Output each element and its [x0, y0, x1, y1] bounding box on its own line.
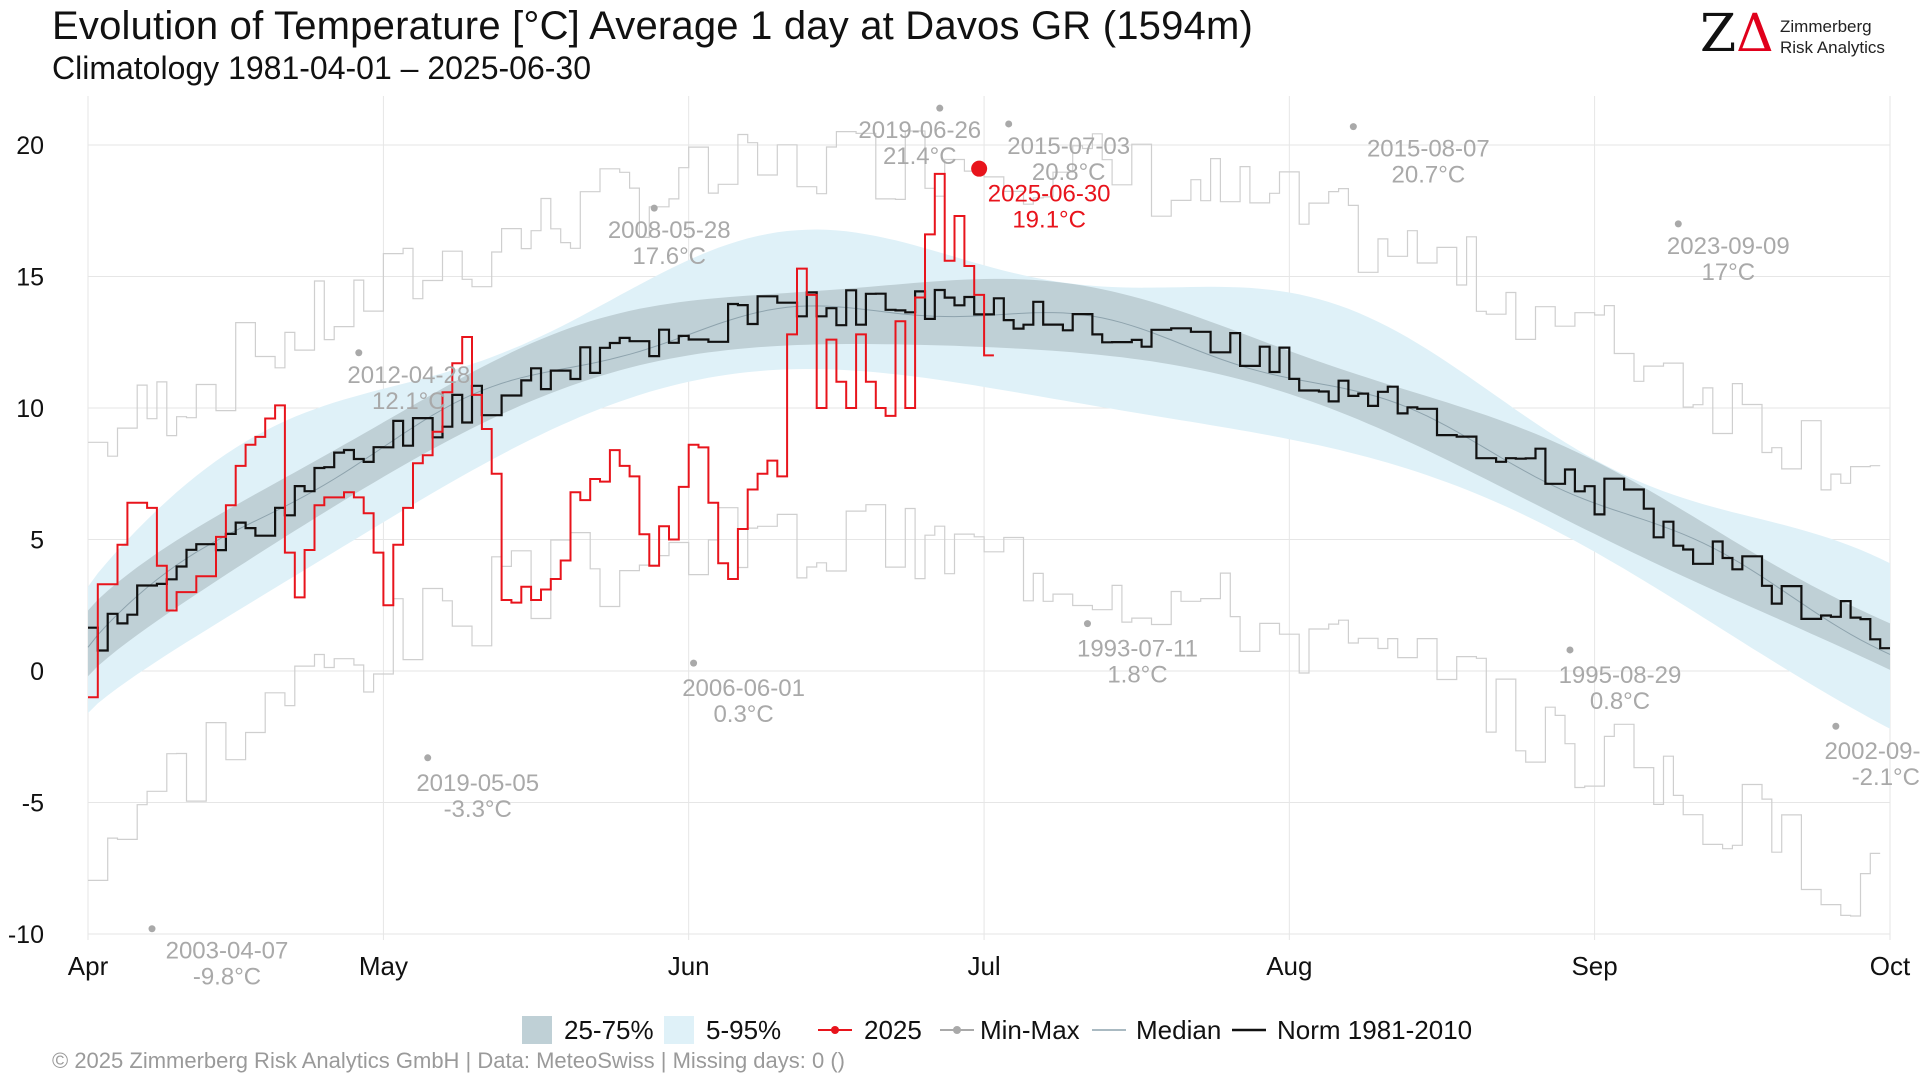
annotation-value: -3.3°C [444, 796, 512, 823]
y-tick-label: -5 [22, 790, 44, 818]
x-tick-label: Jun [668, 951, 710, 981]
extreme-point [1083, 620, 1091, 628]
annotation-value: -9.8°C [193, 964, 261, 991]
x-tick-label: Aug [1266, 951, 1312, 981]
annotation-date: 2023-09-09 [1667, 233, 1790, 260]
norm-line [88, 288, 1890, 652]
logo-text: Zimmerberg Risk Analytics [1780, 17, 1885, 57]
annotation-date: 2003-04-07 [166, 938, 289, 965]
chart-grid [87, 96, 1891, 940]
logo-mark: ZΔ [1700, 4, 1774, 64]
annotation-value: 0.8°C [1590, 688, 1650, 715]
current-point [971, 160, 988, 177]
y-tick-label: 20 [16, 132, 44, 160]
annotation-points [148, 104, 1840, 933]
legend-label-minmax: Min-Max [980, 1015, 1080, 1045]
annotation-date: 2015-08-07 [1367, 136, 1490, 163]
extreme-point [355, 349, 363, 357]
legend-swatch-25-75 [522, 1016, 552, 1044]
annotation-value: -2.1°C [1852, 764, 1920, 791]
legend-label-norm: Norm 1981-2010 [1277, 1015, 1472, 1045]
y-tick-label: 0 [30, 658, 44, 686]
chart-legend[interactable]: 25-75% 5-95% 2025 Min-Max Median Norm 19… [522, 1015, 1472, 1045]
legend-swatch-minmax-dot [953, 1026, 961, 1034]
annotation-value: 20.8°C [1032, 159, 1106, 186]
extreme-point [1349, 123, 1357, 131]
legend-swatch-5-95 [664, 1016, 694, 1044]
extreme-point [690, 659, 698, 667]
y-tick-label: 10 [16, 395, 44, 423]
annotation-value: 20.7°C [1392, 162, 1466, 189]
legend-label-5-95: 5-95% [706, 1015, 781, 1045]
annotation-date: 2015-07-03 [1007, 133, 1130, 160]
x-tick-label: Apr [68, 951, 109, 981]
annotation-value: 21.4°C [883, 143, 957, 170]
annotation-value: 12.1°C [372, 388, 446, 415]
annotation-value: 19.1°C [1012, 207, 1086, 234]
extreme-point [424, 754, 432, 762]
extreme-point [1674, 220, 1682, 228]
x-tick-label: Sep [1571, 951, 1617, 981]
legend-label-median: Median [1136, 1015, 1221, 1045]
annotation-date: 2019-05-05 [416, 770, 539, 797]
x-tick-label: May [359, 951, 408, 981]
annotation-value: 1.8°C [1107, 662, 1167, 689]
extreme-point [148, 925, 156, 933]
y-tick-label: 15 [16, 264, 44, 292]
annotation-date: 2002-09-25 [1824, 738, 1920, 765]
annotation-date: 2012-04-28 [347, 362, 470, 389]
legend-swatch-2025-dot [831, 1026, 839, 1034]
band-25-75 [88, 278, 1890, 677]
line-2025 [88, 172, 994, 699]
x-tick-label: Jul [967, 951, 1000, 981]
series-lines [87, 130, 1891, 917]
extreme-point [936, 104, 944, 112]
annotation-date: 1995-08-29 [1559, 662, 1682, 689]
annotation-value: 17°C [1701, 259, 1755, 286]
legend-label-25-75: 25-75% [564, 1015, 654, 1045]
y-axis-labels: -10 -5 0 5 10 15 20 [8, 132, 44, 949]
extreme-point [650, 204, 658, 212]
annotation-value: 0.3°C [713, 701, 773, 728]
x-axis-labels: Apr May Jun Jul Aug Sep Oct [68, 951, 1911, 981]
annotation-date: 2025-06-30 [988, 181, 1111, 208]
extreme-point [1832, 722, 1840, 730]
extreme-point [1005, 120, 1013, 128]
extreme-point [1566, 646, 1574, 654]
annotation-date: 2006-06-01 [682, 675, 805, 702]
min-line [88, 504, 1881, 917]
annotation-date: 1993-07-11 [1077, 636, 1198, 663]
company-logo: ZΔ Zimmerberg Risk Analytics [1700, 4, 1900, 68]
x-tick-label: Oct [1870, 951, 1911, 981]
chart-subtitle: Climatology 1981-04-01 – 2025-06-30 [52, 50, 592, 86]
percentile-bands [88, 229, 1890, 729]
annotation-date: 2019-06-26 [858, 117, 981, 144]
y-tick-label: 5 [30, 527, 44, 555]
annotation-value: 17.6°C [632, 243, 706, 270]
legend-label-2025: 2025 [864, 1015, 922, 1045]
footer-copyright: © 2025 Zimmerberg Risk Analytics GmbH | … [52, 1048, 845, 1073]
chart-title: Evolution of Temperature [°C] Average 1 … [52, 4, 1254, 48]
y-tick-label: -10 [8, 921, 44, 949]
annotation-date: 2008-05-28 [608, 217, 731, 244]
